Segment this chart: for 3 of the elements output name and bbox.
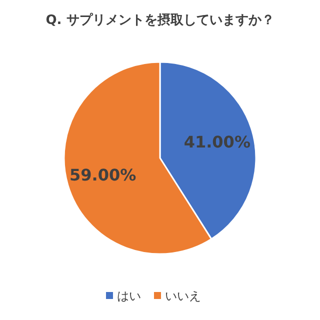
legend-label: はい bbox=[117, 289, 141, 303]
title: Q. サプリメントを摂取していますか？ bbox=[46, 13, 274, 28]
legend-label: いいえ bbox=[165, 289, 201, 303]
